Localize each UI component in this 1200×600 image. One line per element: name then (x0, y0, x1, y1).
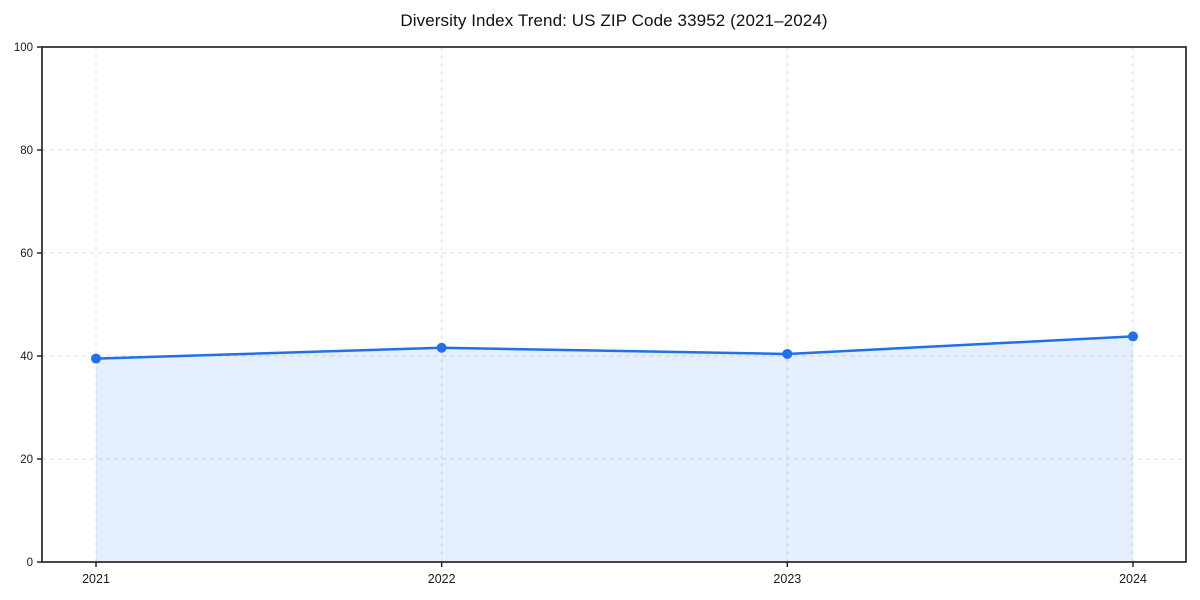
y-tick-label-0: 0 (27, 557, 33, 569)
x-tick-label-2024: 2024 (1119, 572, 1147, 586)
trend-line (94, 335, 1135, 360)
plot-frame (41, 46, 1187, 563)
chart-title: Diversity Index Trend: US ZIP Code 33952… (400, 11, 828, 30)
y-tick-label-20: 20 (20, 454, 33, 466)
x-tick-label-2022: 2022 (428, 572, 456, 586)
y-tick-label-80: 80 (20, 145, 33, 157)
data-point-2022 (436, 342, 447, 353)
y-tick-label-60: 60 (20, 248, 33, 260)
data-point-2021 (91, 353, 101, 364)
y-tick-label-40: 40 (20, 351, 33, 363)
data-point-2023 (782, 348, 793, 359)
x-tick-label-2023: 2023 (773, 572, 801, 586)
data-point-2024 (1128, 331, 1138, 342)
x-tick-label-2021: 2021 (82, 572, 110, 586)
area-fill (96, 336, 1133, 562)
y-tick-label-100: 100 (14, 42, 33, 54)
